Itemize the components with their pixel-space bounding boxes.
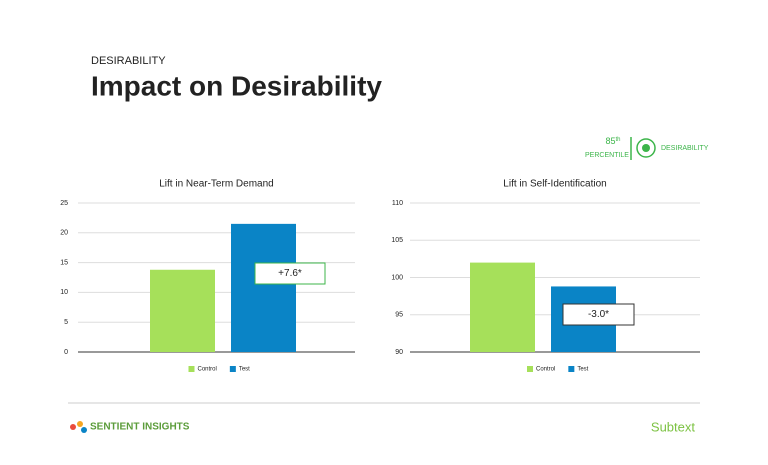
badge-icon-core bbox=[642, 144, 650, 152]
rank-suffix: th bbox=[616, 137, 621, 143]
logo-dot bbox=[70, 424, 76, 430]
legend-label: Test bbox=[577, 367, 588, 373]
legend-label: Control bbox=[536, 367, 555, 373]
logo-dot bbox=[81, 427, 87, 433]
badge-label: PERCENTILE bbox=[585, 152, 629, 159]
chart-title: Lift in Self-Identification bbox=[503, 179, 606, 190]
legend-swatch bbox=[229, 366, 236, 372]
y-tick-label: 90 bbox=[395, 349, 403, 356]
chart-title: Lift in Near-Term Demand bbox=[159, 179, 273, 190]
legend-label: Test bbox=[239, 367, 250, 373]
y-tick-label: 25 bbox=[60, 200, 68, 207]
slide-title: Impact on Desirability bbox=[91, 70, 382, 101]
y-tick-label: 10 bbox=[60, 289, 68, 296]
footer-brand: SENTIENT INSIGHTS bbox=[90, 422, 190, 433]
y-tick-label: 15 bbox=[60, 259, 68, 266]
y-tick-label: 95 bbox=[395, 312, 403, 319]
badge-category: DESIRABILITY bbox=[661, 145, 709, 152]
legend-swatch bbox=[568, 366, 575, 372]
legend-swatch bbox=[527, 366, 533, 372]
annotation: -3.0* bbox=[588, 309, 609, 320]
rank: 85 bbox=[605, 136, 615, 146]
badge-icon bbox=[636, 138, 656, 158]
annotation-box bbox=[254, 262, 326, 285]
y-tick-label: 105 bbox=[391, 237, 403, 244]
badge-rank: 85th bbox=[605, 136, 620, 146]
annotation-box bbox=[562, 303, 635, 326]
y-tick-label: 0 bbox=[64, 349, 68, 356]
bar bbox=[150, 269, 215, 352]
y-tick-label: 100 bbox=[391, 274, 403, 281]
logo-dot bbox=[77, 421, 83, 427]
bar bbox=[231, 223, 296, 352]
legend-swatch bbox=[188, 366, 195, 372]
y-tick-label: 5 bbox=[64, 319, 68, 326]
section-label: DESIRABILITY bbox=[91, 55, 166, 67]
y-tick-label: 110 bbox=[392, 200, 403, 207]
footer-product: Subtext bbox=[651, 419, 695, 434]
annotation: +7.6* bbox=[278, 268, 302, 279]
y-tick-label: 20 bbox=[60, 230, 68, 237]
legend-label: Control bbox=[198, 367, 217, 373]
bar bbox=[470, 262, 535, 352]
